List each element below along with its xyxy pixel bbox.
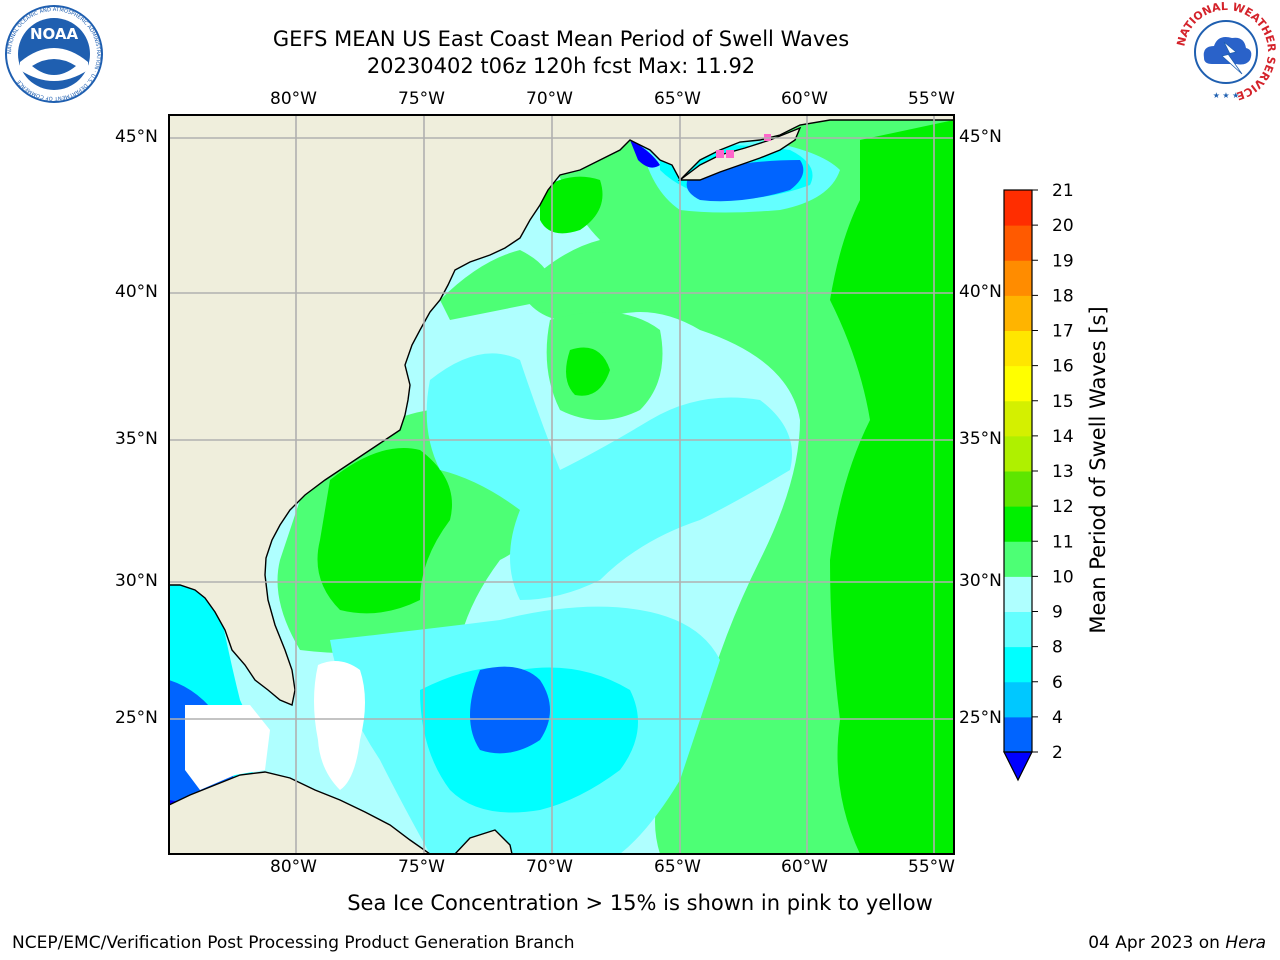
colorbar-segment	[1004, 611, 1032, 648]
sea-ice-pixel	[716, 150, 724, 158]
lat-label-left: 25°N	[115, 708, 158, 728]
colorbar-tick-label: 10	[1052, 567, 1074, 587]
colorbar-segment	[1004, 295, 1032, 331]
lat-label-left: 35°N	[115, 429, 158, 449]
sea-ice-pixel	[726, 150, 734, 158]
lat-label-left: 40°N	[115, 282, 158, 302]
nws-logo-icon: NATIONAL WEATHER SERVICE ★ ★ ★	[1174, 0, 1278, 103]
noaa-logo-text: NOAA	[30, 25, 79, 43]
colorbar-segment	[1004, 365, 1032, 402]
footer-date-host: 04 Apr 2023 on Hera	[1088, 933, 1266, 953]
footer-date: 04 Apr 2023 on	[1088, 933, 1226, 953]
lon-label-bottom: 70°W	[526, 857, 573, 877]
land-north-america	[169, 115, 954, 706]
colorbar-segment	[1004, 716, 1032, 753]
contour-9-10-north	[440, 250, 552, 320]
colorbar-tick-label: 21	[1052, 181, 1074, 201]
colorbar-tick-label: 15	[1052, 392, 1074, 412]
missing-data-bahamas	[314, 661, 365, 790]
colorbar-tick-label: 20	[1052, 216, 1074, 236]
contour-10-11-mid	[566, 347, 610, 396]
noaa-logo-icon: NOAA NATIONAL OCEANIC AND ATMOSPHERIC AD…	[5, 5, 103, 103]
land-cuba	[169, 771, 432, 854]
contour-10-11-east	[830, 120, 954, 854]
lon-label-top: 65°W	[654, 89, 701, 109]
contour-under-2-gom	[630, 140, 660, 168]
footer-host: Hera	[1225, 933, 1266, 953]
lon-label-bottom: 80°W	[270, 857, 317, 877]
lat-label-right: 35°N	[959, 429, 1002, 449]
contour-10-11-west	[317, 448, 452, 614]
colorbar-segment	[1004, 435, 1032, 472]
colorbar-segment	[1004, 260, 1032, 296]
colorbar-segment	[1004, 225, 1032, 261]
contour-10-11-ne	[540, 176, 603, 234]
lon-label-top: 80°W	[270, 89, 317, 109]
colorbar-segment	[1004, 681, 1032, 718]
colorbar-tick-label: 17	[1052, 322, 1074, 342]
lon-label-top: 55°W	[908, 89, 955, 109]
contour-2-4-south	[470, 666, 550, 754]
missing-data-florida	[185, 705, 270, 790]
colorbar: 2 4 6 8 9 10 11 12 13 14 15 16 17 18 19 20 21	[1003, 181, 1074, 782]
colorbar-segment	[1004, 646, 1032, 683]
footer-credit: NCEP/EMC/Verification Post Processing Pr…	[12, 933, 575, 953]
colorbar-segment	[1004, 330, 1032, 367]
lon-label-top: 70°W	[526, 89, 573, 109]
colorbar-segment	[1004, 576, 1032, 612]
colorbar-tick-label: 16	[1052, 357, 1074, 377]
colorbar-tick-label: 9	[1052, 603, 1063, 623]
colorbar-segment	[1004, 471, 1032, 507]
lon-label-bottom: 60°W	[781, 857, 828, 877]
colorbar-tick-label: 2	[1052, 743, 1063, 763]
svg-text:★ ★ ★: ★ ★ ★	[1213, 91, 1240, 100]
lon-label-top: 75°W	[398, 89, 445, 109]
lat-label-right: 25°N	[959, 708, 1002, 728]
colorbar-segment	[1004, 506, 1032, 542]
sea-ice-note: Sea Ice Concentration > 15% is shown in …	[347, 891, 933, 915]
colorbar-tick-label: 18	[1052, 286, 1074, 306]
colorbar-extend-triangle	[1003, 751, 1033, 782]
colorbar-label: Mean Period of Swell Waves [s]	[1086, 306, 1110, 634]
colorbar-tick-label: 8	[1052, 638, 1063, 658]
colorbar-tick-label: 13	[1052, 462, 1074, 482]
lat-label-right: 45°N	[959, 127, 1002, 147]
swell-period-field	[169, 115, 954, 854]
colorbar-tick-label: 12	[1052, 497, 1074, 517]
colorbar-tick-label: 11	[1052, 532, 1074, 552]
lon-label-bottom: 55°W	[908, 857, 955, 877]
lon-label-top: 60°W	[781, 89, 828, 109]
map-frame	[168, 114, 955, 855]
lon-label-bottom: 65°W	[654, 857, 701, 877]
lat-label-right: 30°N	[959, 571, 1002, 591]
lat-label-left: 30°N	[115, 571, 158, 591]
nws-logo: NATIONAL WEATHER SERVICE ★ ★ ★	[1174, 0, 1278, 103]
colorbar-segment	[1004, 400, 1032, 437]
colorbar-tick-label: 6	[1052, 673, 1063, 693]
map-gridlines	[169, 115, 954, 854]
lat-label-left: 45°N	[115, 127, 158, 147]
colorbar-segment	[1004, 190, 1032, 226]
contour-6-8-central	[426, 353, 792, 600]
land-hispaniola	[454, 829, 513, 854]
noaa-logo: NOAA NATIONAL OCEANIC AND ATMOSPHERIC AD…	[4, 4, 104, 104]
lon-label-bottom: 75°W	[398, 857, 445, 877]
colorbar-tick-label: 14	[1052, 427, 1074, 447]
figure-title: GEFS MEAN US East Coast Mean Period of S…	[272, 27, 850, 51]
figure-subtitle: 20230402 t06z 120h fcst Max: 11.92	[366, 54, 756, 78]
lat-label-right: 40°N	[959, 282, 1002, 302]
colorbar-tick-label: 4	[1052, 708, 1063, 728]
colorbar-segment	[1004, 541, 1032, 577]
colorbar-tick-label: 19	[1052, 251, 1074, 271]
